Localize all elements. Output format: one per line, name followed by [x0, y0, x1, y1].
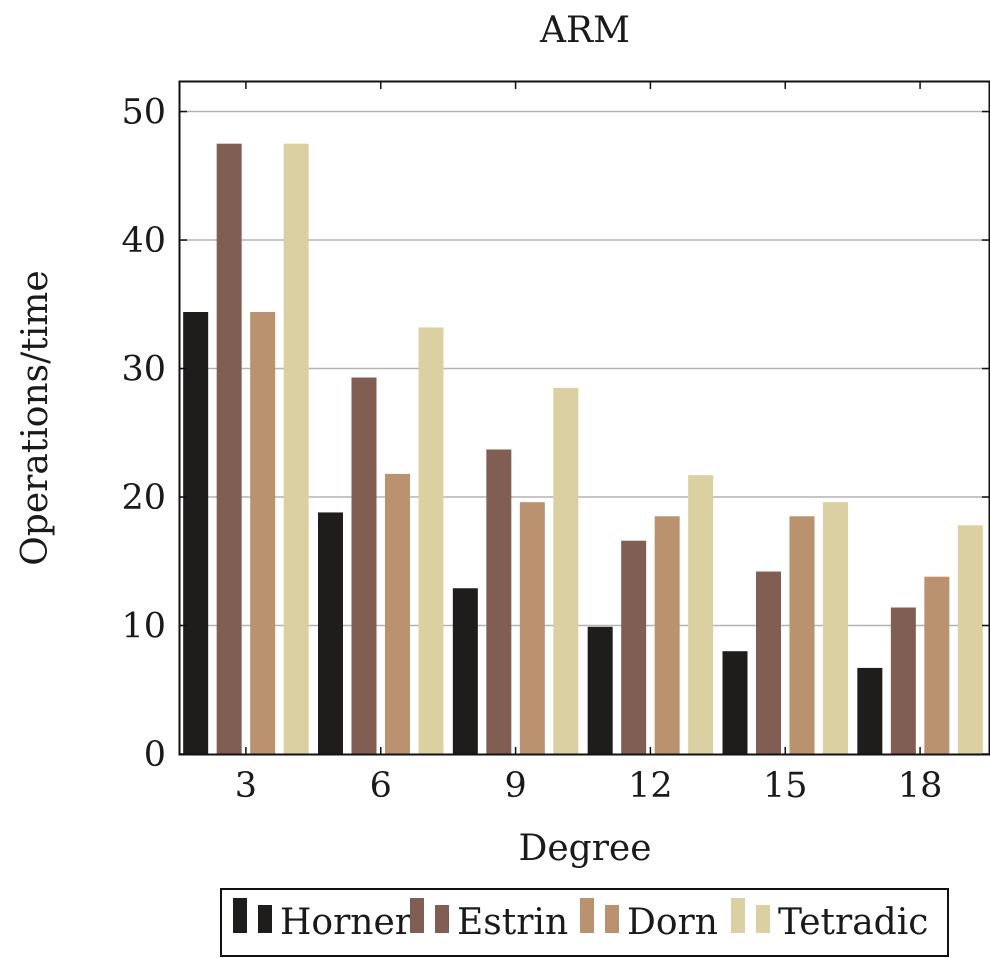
legend-swatch: [731, 898, 745, 933]
legend-label: Horner: [280, 902, 413, 943]
legend-item-horner: Horner: [233, 898, 413, 943]
y-tick-label: 0: [144, 735, 166, 775]
bar-tetradic-3: [283, 143, 309, 755]
bar-estrin-15: [756, 571, 781, 754]
y-tick-label: 10: [121, 607, 166, 647]
bar-horner-12: [587, 626, 613, 754]
bar-dorn-18: [924, 576, 950, 754]
y-axis-label: Operations/time: [15, 270, 56, 565]
legend-label: Tetradic: [778, 902, 928, 943]
bars: [183, 143, 983, 755]
legend: Horner Estrin Dorn Tetradic: [220, 888, 949, 957]
legend-item-dorn: Dorn: [580, 898, 718, 943]
legend-item-tetradic: Tetradic: [731, 898, 928, 943]
bar-horner-15: [722, 651, 748, 754]
x-tick-label: 15: [763, 766, 808, 806]
bar-dorn-15: [789, 516, 815, 754]
x-tick-label: 12: [628, 766, 673, 806]
legend-swatch: [756, 905, 770, 933]
chart-title: ARM: [539, 10, 630, 51]
bar-tetradic-15: [823, 502, 848, 754]
bar-estrin-12: [621, 540, 647, 754]
y-tick-label: 50: [121, 93, 166, 133]
y-axis: 0 10 20 30 40 50: [121, 93, 989, 775]
bar-horner-9: [452, 588, 478, 754]
bar-tetradic-6: [418, 327, 444, 754]
x-tick-label: 9: [504, 766, 526, 806]
gridlines: [180, 110, 989, 627]
bar-dorn-12: [654, 516, 680, 754]
legend-swatch: [410, 898, 424, 933]
bar-horner-6: [318, 512, 343, 754]
legend-swatch: [580, 898, 594, 933]
y-tick-label: 20: [121, 478, 166, 518]
bar-tetradic-18: [957, 525, 983, 754]
y-tick-label: 40: [121, 221, 166, 261]
bar-estrin-6: [351, 377, 377, 754]
legend-label: Estrin: [457, 902, 568, 943]
bar-estrin-3: [216, 143, 242, 755]
x-tick-label: 18: [898, 766, 943, 806]
bar-estrin-18: [890, 607, 916, 754]
legend-swatch: [233, 898, 247, 933]
bar-dorn-6: [385, 473, 410, 754]
legend-swatch: [605, 905, 619, 933]
bar-tetradic-12: [688, 475, 714, 754]
legend-frame: [220, 888, 949, 957]
bar-dorn-9: [519, 502, 545, 754]
legend-swatch: [435, 905, 449, 933]
bar-horner-3: [183, 312, 209, 754]
x-tick-label: 6: [370, 766, 392, 806]
y-tick-label: 30: [121, 350, 166, 390]
bar-dorn-3: [250, 312, 276, 754]
legend-label: Dorn: [627, 902, 718, 943]
x-tick-label: 3: [235, 766, 257, 806]
bar-tetradic-9: [553, 387, 579, 754]
bar-estrin-9: [486, 449, 512, 754]
legend-swatch: [258, 905, 272, 933]
x-axis-label: Degree: [518, 828, 651, 869]
x-axis: 3 6 9 12 15 18: [235, 82, 943, 806]
bar-horner-18: [857, 667, 883, 754]
legend-item-estrin: Estrin: [410, 898, 568, 943]
